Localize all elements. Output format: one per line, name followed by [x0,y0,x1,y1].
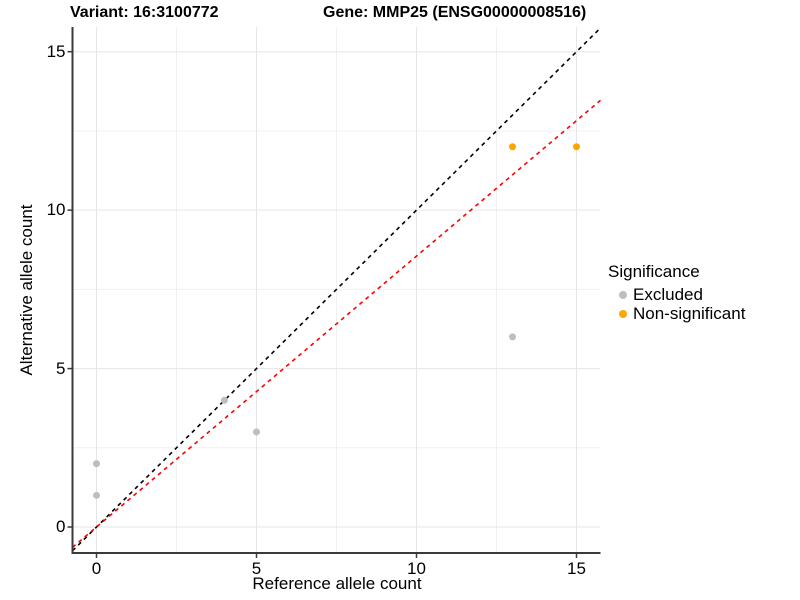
gene-title: Gene: MMP25 (ENSG00000008516) [323,4,587,21]
data-point-excluded [93,491,100,499]
y-tick-label: 15 [46,41,66,61]
data-point-excluded [221,396,228,404]
legend-label-non-significant: Non-significant [633,303,746,323]
data-point-non-significant [573,143,580,151]
x-tick-label: 5 [251,559,262,578]
identity-line [71,27,602,552]
legend-item-non-significant: Non-significant [608,304,745,323]
data-point-excluded [93,460,100,468]
legend-label-excluded: Excluded [633,284,703,304]
x-tick-label: 0 [91,559,102,578]
fit-line [71,99,602,548]
y-tick-label: 0 [56,517,66,537]
y-tick-label: 5 [56,358,66,378]
legend-title: Significance [608,262,700,281]
variant-title: Variant: 16:3100772 [70,4,219,21]
x-tick-label: 10 [407,559,426,578]
y-tick-label: 10 [46,200,66,220]
data-point-excluded [509,333,516,341]
non-significant-dot-icon [619,309,627,318]
legend: Significance Excluded Non-significant [608,262,745,323]
data-point-excluded [253,428,260,436]
x-tick-label: 15 [567,559,586,578]
data-point-non-significant [509,143,516,151]
x-axis-title: Reference allele count [252,574,422,593]
y-axis-title: Alternative allele count [17,204,36,376]
excluded-dot-icon [619,290,627,299]
legend-item-excluded: Excluded [608,285,745,304]
